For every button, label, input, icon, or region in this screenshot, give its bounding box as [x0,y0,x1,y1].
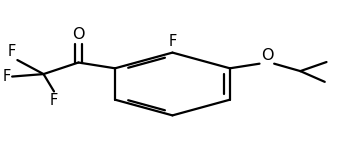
Text: F: F [169,34,177,49]
Text: O: O [72,27,85,42]
Text: O: O [261,48,274,63]
Text: F: F [50,93,58,108]
Text: F: F [2,69,10,84]
Text: F: F [7,44,16,59]
